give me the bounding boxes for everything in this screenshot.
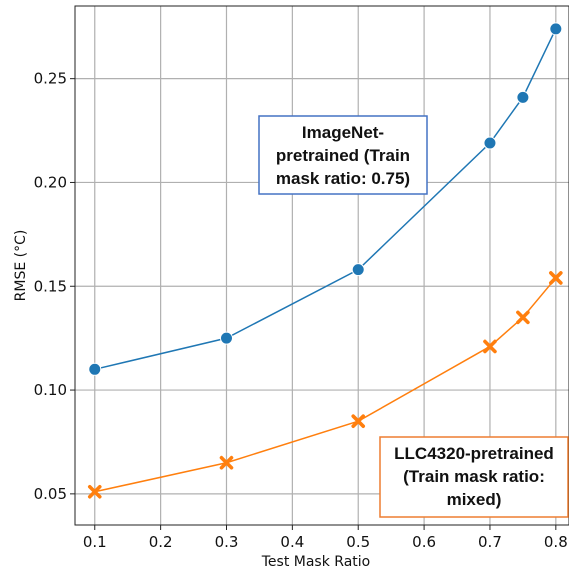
y-tick-label: 0.25	[34, 70, 67, 88]
series-2-point	[549, 271, 563, 285]
annotation-text-line: mask ratio: 0.75)	[276, 169, 410, 188]
x-tick-label: 0.7	[478, 533, 502, 551]
series-2-point	[351, 414, 366, 428]
series-1-point	[516, 90, 530, 104]
series-1-point	[549, 22, 563, 36]
x-tick-label: 0.8	[544, 533, 568, 551]
series-2-point	[483, 339, 497, 354]
y-tick-label: 0.20	[34, 173, 67, 191]
x-tick-label: 0.6	[412, 533, 436, 551]
series-1-point	[88, 362, 102, 376]
x-tick-label: 0.1	[83, 533, 107, 551]
annotation-frame	[258, 115, 428, 195]
annotation-text-line: (Train mask ratio:	[403, 467, 545, 486]
series-1-point	[351, 263, 365, 277]
axis-ticks: 0.1 0.2 0.3 0.4 0.5 0.6 0.7 0.8 0.05 0.10 0.15 0.20…	[34, 70, 568, 551]
annotation-box-1: ImageNet-pretrained (Train mask ratio: 0.…	[258, 115, 428, 195]
x-axis-label: Test Mask Ratio	[261, 554, 370, 568]
y-tick-label: 0.15	[34, 277, 67, 295]
y-tick-label: 0.10	[34, 381, 67, 399]
annotations-layer: ImageNet-pretrained (Train mask ratio: 0.…	[258, 115, 569, 518]
series-1-point	[483, 136, 497, 150]
series-2-point	[516, 310, 530, 325]
annotation-text-line: pretrained (Train	[276, 146, 410, 165]
series-1-line	[94, 28, 557, 371]
x-tick-label: 0.4	[280, 533, 304, 551]
series-2-point	[219, 455, 234, 470]
annotation-box-2: LLC4320-pretrained (Train mask ratio: mixe…	[379, 436, 569, 518]
x-tick-label: 0.5	[346, 533, 370, 551]
annotation-frame	[379, 436, 569, 518]
series-1-point	[219, 331, 233, 345]
x-tick-label: 0.2	[149, 533, 173, 551]
annotation-text-line: mixed)	[447, 490, 502, 509]
annotation-text-line: LLC4320-pretrained	[394, 444, 554, 463]
y-tick-label: 0.05	[34, 485, 67, 503]
plot-frame	[74, 5, 569, 526]
series-2-point	[87, 484, 102, 499]
y-axis-label: RMSE (°C)	[13, 230, 29, 302]
series-layer	[87, 22, 563, 499]
x-tick-label: 0.3	[215, 533, 239, 551]
annotation-text-line: ImageNet-	[302, 123, 384, 142]
